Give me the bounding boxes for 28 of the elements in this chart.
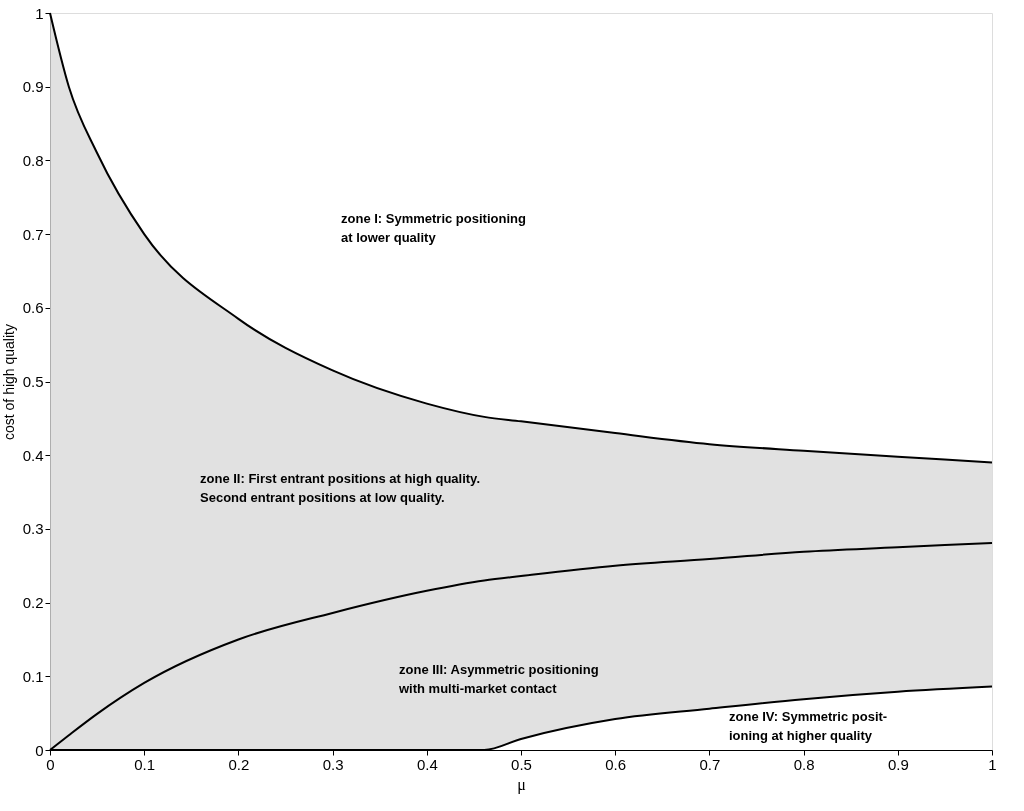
x-tick-label: 0.5 — [511, 755, 532, 773]
x-tick-label: 0.6 — [605, 755, 627, 773]
x-axis-title: μ — [517, 775, 526, 794]
x-tick-label: 0.1 — [134, 755, 156, 773]
y-tick-label: 0.2 — [22, 594, 44, 612]
x-tick-label: 0 — [46, 755, 55, 773]
y-tick-label: 0.6 — [22, 299, 44, 317]
y-tick-label: 0.8 — [22, 151, 44, 169]
x-tick-label: 0.2 — [228, 755, 250, 773]
annotation: zone III: Asymmetric positioning with multi-market contact — [398, 662, 599, 696]
x-tick-label: 0.4 — [416, 755, 438, 773]
y-tick-label: 0.7 — [22, 225, 44, 243]
x-tick-label: 0.3 — [322, 755, 344, 773]
y-tick-label: 1 — [35, 4, 44, 22]
y-tick-label: 0 — [35, 741, 44, 759]
annotation: zone I: Symmetric positioning at lower quality — [341, 211, 526, 245]
annotation: zone IV: Symmetric posit- ioning at higher quality — [729, 709, 888, 743]
x-tick-label: 0.9 — [887, 755, 909, 773]
annotation: zone II: First entrant positions at high quality. Second entrant positions at low quality. — [200, 471, 480, 505]
y-tick-label: 0.5 — [22, 373, 44, 390]
y-tick-label: 0.1 — [22, 667, 44, 685]
y-tick-label: 0.9 — [22, 78, 44, 96]
y-tick-label: 0.3 — [22, 520, 44, 538]
x-tick-label: 0.8 — [793, 755, 815, 773]
y-tick-label: 0.4 — [22, 446, 44, 464]
x-tick-label: 1 — [988, 755, 997, 773]
y-axis-title: cost of high quality — [0, 324, 17, 440]
x-tick-label: 0.7 — [699, 755, 721, 773]
